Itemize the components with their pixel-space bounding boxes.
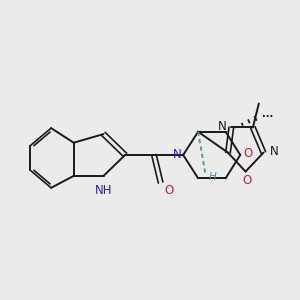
Text: N: N xyxy=(269,146,278,158)
Text: N: N xyxy=(173,148,182,161)
Text: H: H xyxy=(209,172,217,182)
Text: NH: NH xyxy=(95,184,112,197)
Text: N: N xyxy=(218,120,226,133)
Text: O: O xyxy=(165,184,174,197)
Text: ···: ··· xyxy=(262,112,273,122)
Text: O: O xyxy=(243,147,252,160)
Text: O: O xyxy=(243,174,252,187)
